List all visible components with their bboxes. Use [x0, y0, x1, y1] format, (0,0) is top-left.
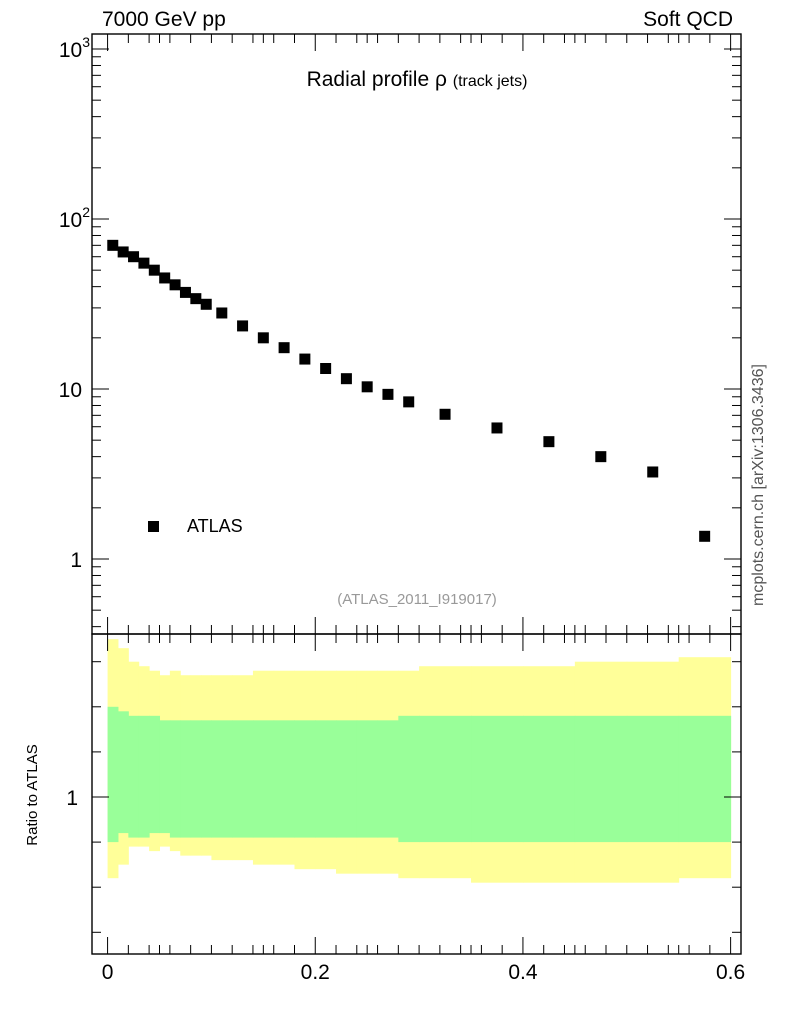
stat-uncertainty-bin [336, 720, 358, 838]
y-tick-label: 102 [59, 204, 90, 232]
stat-uncertainty-bin [252, 720, 275, 838]
stat-uncertainty-bin [149, 715, 160, 834]
stat-uncertainty-bin [107, 706, 119, 843]
stat-uncertainty-bin [211, 720, 233, 838]
stat-uncertainty-bin [419, 715, 472, 843]
data-point [439, 408, 451, 420]
stat-uncertainty-bin [522, 715, 576, 843]
stat-uncertainty-bin [398, 715, 420, 843]
y-tick-label: 1 [70, 549, 82, 572]
data-point [543, 436, 555, 448]
stat-uncertainty-bin [190, 720, 202, 838]
y-tick-label: 10 [59, 379, 82, 402]
stat-uncertainty-bin [201, 720, 212, 838]
x-tick-label: 0 [102, 961, 114, 984]
data-point [159, 272, 171, 284]
process-label: Soft QCD [643, 8, 733, 31]
data-point [179, 286, 191, 298]
chart-title: Radial profile ρ (track jets) [307, 68, 528, 91]
stat-uncertainty-bin [232, 720, 254, 838]
data-point [190, 293, 202, 305]
stat-uncertainty-bin [169, 720, 181, 838]
data-point [403, 396, 415, 408]
data-point [320, 363, 332, 375]
collision-energy-label: 7000 GeV pp [102, 8, 226, 31]
data-point [257, 332, 269, 344]
data-point [491, 422, 503, 434]
x-tick-label: 0.6 [716, 961, 745, 984]
data-point [117, 246, 129, 258]
stat-uncertainty-bin [471, 715, 524, 843]
stat-uncertainty-bin [356, 720, 379, 838]
data-point [340, 373, 352, 385]
data-point [361, 381, 373, 393]
stat-uncertainty-bin [574, 715, 628, 843]
data-point [278, 342, 290, 354]
x-tick-label: 0.4 [508, 961, 538, 984]
data-point [128, 251, 140, 263]
ratio-axis-label: Ratio to ATLAS [24, 744, 41, 845]
stat-uncertainty-bin [273, 720, 295, 838]
data-point [148, 264, 160, 276]
stat-uncertainty-bin [159, 720, 171, 834]
stat-uncertainty-bin [128, 715, 140, 838]
data-point [200, 298, 212, 310]
ratio-panel-frame [91, 633, 742, 955]
stat-uncertainty-bin [678, 715, 732, 843]
data-point [699, 530, 711, 542]
data-point [299, 353, 311, 365]
data-point [595, 451, 607, 463]
data-point [169, 279, 181, 291]
analysis-label: (ATLAS_2011_I919017) [337, 591, 497, 608]
stat-uncertainty-bin [315, 720, 337, 838]
data-point [107, 239, 119, 251]
data-point [647, 466, 659, 478]
main-panel-frame [91, 33, 742, 635]
y-tick-label: 103 [59, 34, 90, 62]
stat-uncertainty-bin [377, 720, 399, 838]
stat-uncertainty-bin [180, 720, 192, 838]
data-point [216, 307, 228, 319]
stat-uncertainty-bin [117, 711, 129, 834]
stat-uncertainty-bin [626, 715, 680, 843]
data-point [138, 257, 150, 269]
data-point [382, 388, 394, 400]
stat-uncertainty-bin [138, 715, 150, 838]
legend-marker [148, 521, 159, 532]
stat-uncertainty-bin [294, 720, 316, 838]
legend-entry: ATLAS [187, 516, 243, 536]
data-point [237, 320, 249, 332]
x-tick-label: 0.2 [301, 961, 330, 984]
ratio-y-tick-label: 1 [66, 787, 78, 810]
